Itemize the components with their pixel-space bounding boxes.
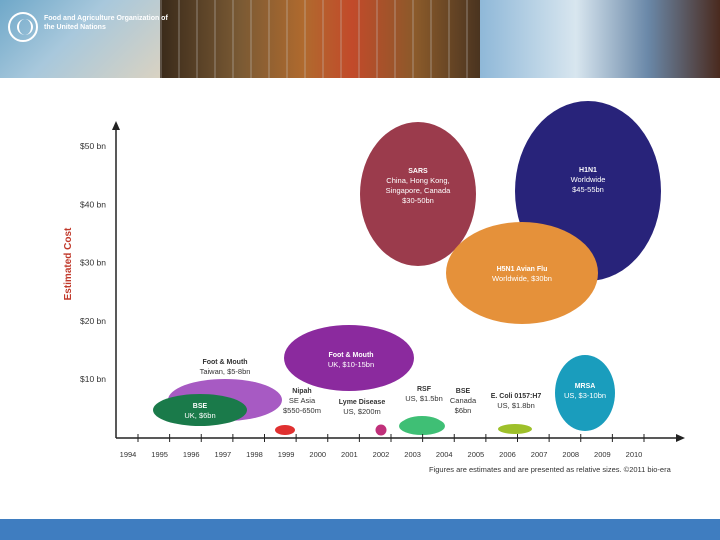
- fao-logo-icon: [8, 12, 38, 42]
- x-tick-label: 2007: [531, 450, 548, 459]
- bubble-label-sars: SARS: [408, 168, 428, 175]
- x-tick-label: 1998: [246, 450, 263, 459]
- x-tick-label: 1994: [120, 450, 137, 459]
- x-tick-label: 2003: [404, 450, 421, 459]
- bubble-detail-h5n1-avian-flu: Worldwide, $30bn: [492, 274, 552, 283]
- x-axis-arrow: [676, 434, 685, 442]
- bubble-label-bse: BSE: [193, 403, 208, 410]
- y-tick-label: $20 bn: [80, 316, 106, 326]
- y-tick-label: $30 bn: [80, 258, 106, 268]
- bubble-label-foot-mouth: Foot & Mouth: [328, 352, 373, 359]
- x-tick-label: 1997: [215, 450, 232, 459]
- x-tick-label: 1996: [183, 450, 200, 459]
- bubble-detail-nipah: $550-650m: [283, 406, 321, 415]
- bubble-detail-e-coli-0157-h7: US, $1.8bn: [497, 401, 535, 410]
- x-tick-label: 1999: [278, 450, 295, 459]
- bubble-label-rsf: RSF: [417, 386, 432, 393]
- bubble-detail-bse: Canada: [450, 396, 477, 405]
- bubble-label-h5n1-avian-flu: H5N1 Avian Flu: [497, 266, 548, 273]
- y-axis-label: Estimated Cost: [63, 227, 74, 300]
- bubble-lyme-disease: [375, 424, 387, 436]
- x-tick-label: 2005: [468, 450, 485, 459]
- header-banner: Food and Agriculture Organization of the…: [0, 0, 720, 78]
- banner-photo-chickens: [160, 0, 480, 78]
- y-tick-label: $50 bn: [80, 141, 106, 151]
- footnote: Figures are estimates and are presented …: [429, 465, 672, 474]
- banner-photo-lab-gloves: [480, 0, 720, 78]
- y-tick-label: $10 bn: [80, 374, 106, 384]
- x-tick-label: 2004: [436, 450, 453, 459]
- bubble-label-h1n1: H1N1: [579, 167, 597, 174]
- bubble-detail-h1n1: Worldwide: [571, 175, 606, 184]
- x-tick-label: 2002: [373, 450, 390, 459]
- bubble-sars: [360, 122, 476, 266]
- bubble-detail-mrsa: US, $3-10bn: [564, 391, 606, 400]
- bubble-detail-nipah: SE Asia: [289, 396, 316, 405]
- bubble-e-coli-0157-h7: [498, 424, 532, 434]
- bubble-detail-foot-mouth: Taiwan, $5-8bn: [200, 367, 251, 376]
- bubble-detail-bse: $6bn: [455, 406, 472, 415]
- x-tick-label: 2006: [499, 450, 516, 459]
- bubble-h5n1-avian-flu: [446, 222, 598, 324]
- x-tick-layer: 1994 1995 1996 1997 1998 1999 2000 2001 2002 2003…: [120, 434, 645, 459]
- bubble-nipah: [275, 425, 295, 435]
- y-tick-layer: $50 bn $40 bn $30 bn $20 bn $10 bn: [80, 141, 106, 384]
- bubble-label-mrsa: MRSA: [575, 383, 596, 390]
- x-tick-label: 2010: [626, 450, 643, 459]
- x-tick-label: 2008: [562, 450, 579, 459]
- y-axis-arrow: [112, 121, 120, 130]
- bubble-detail-h1n1: $45-55bn: [572, 185, 604, 194]
- bubble-detail-sars: Singapore, Canada: [386, 186, 451, 195]
- bubble-bse: [402, 416, 442, 432]
- bubble-layer: [153, 101, 661, 436]
- bubble-label-e-coli-0157-h7: E. Coli 0157:H7: [491, 393, 542, 400]
- bubble-detail-bse: UK, $6bn: [184, 411, 215, 420]
- bubble-label-foot-mouth: Foot & Mouth: [202, 359, 247, 366]
- bubble-detail-foot-mouth: UK, $10-15bn: [328, 360, 374, 369]
- bubble-bse: [153, 394, 247, 426]
- bubble-label-bse: BSE: [456, 388, 471, 395]
- footer-bar: [0, 519, 720, 540]
- banner-cage-bars: [160, 0, 480, 78]
- x-tick-label: 2001: [341, 450, 358, 459]
- x-tick-label: 2000: [309, 450, 326, 459]
- bubble-detail-sars: China, Hong Kong,: [386, 176, 449, 185]
- bubble-detail-sars: $30-50bn: [402, 196, 434, 205]
- bubble-detail-lyme-disease: US, $200m: [343, 407, 381, 416]
- bubble-label-nipah: Nipah: [292, 388, 311, 395]
- bubble-label-lyme-disease: Lyme Disease: [339, 399, 386, 406]
- y-tick-label: $40 bn: [80, 199, 106, 209]
- x-tick-label: 1995: [151, 450, 168, 459]
- bubble-detail-rsf: US, $1.5bn: [405, 394, 443, 403]
- bubble-foot-mouth: [284, 325, 414, 391]
- axes-layer: Estimated Cost Figures are estimates and…: [63, 121, 685, 474]
- x-tick-label: 2009: [594, 450, 611, 459]
- org-name: Food and Agriculture Organization of the…: [44, 15, 168, 31]
- bubble-mrsa: [555, 355, 615, 431]
